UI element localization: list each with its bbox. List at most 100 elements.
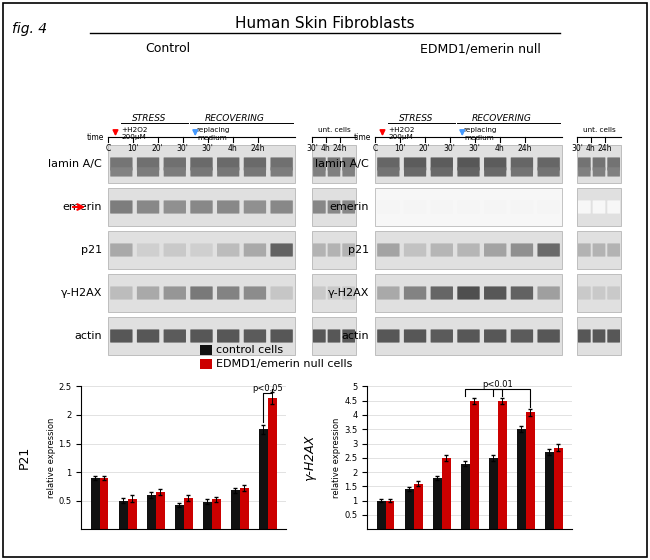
Text: control cells: control cells [216,345,283,355]
FancyBboxPatch shape [404,286,426,300]
Text: time: time [354,133,371,142]
Bar [90,478,99,529]
FancyBboxPatch shape [578,329,591,343]
FancyBboxPatch shape [270,286,293,300]
FancyBboxPatch shape [484,200,506,213]
FancyBboxPatch shape [313,329,326,343]
Bar [312,145,356,183]
Bar [147,495,155,529]
FancyBboxPatch shape [404,200,426,213]
Bar [375,145,562,183]
Text: unt. cells: unt. cells [318,127,350,133]
FancyBboxPatch shape [270,157,293,171]
Text: 4h: 4h [495,144,504,153]
FancyBboxPatch shape [137,286,159,300]
Text: lamin A/C: lamin A/C [48,159,102,169]
FancyBboxPatch shape [217,167,239,176]
FancyBboxPatch shape [343,157,355,171]
FancyBboxPatch shape [190,167,213,176]
Text: 20': 20' [419,144,431,153]
Text: actin: actin [341,331,369,341]
Text: 24h: 24h [250,144,265,153]
FancyBboxPatch shape [538,200,560,213]
Bar [404,489,413,529]
Text: γ-H2AX: γ-H2AX [60,288,102,298]
Bar [108,274,295,312]
Text: time: time [86,133,104,142]
FancyBboxPatch shape [430,244,453,256]
FancyBboxPatch shape [164,244,186,256]
FancyBboxPatch shape [190,200,213,213]
FancyBboxPatch shape [313,200,326,213]
Bar [118,501,127,529]
Text: p<0.01: p<0.01 [482,380,513,389]
Bar [108,145,295,183]
Bar [385,501,395,529]
Text: 4h: 4h [321,144,331,153]
FancyBboxPatch shape [607,244,620,256]
FancyBboxPatch shape [538,157,560,171]
Bar [312,231,356,269]
FancyBboxPatch shape [190,286,213,300]
FancyBboxPatch shape [484,157,506,171]
Bar [526,412,535,529]
Text: Human Skin Fibroblasts: Human Skin Fibroblasts [235,16,415,31]
Text: 30': 30' [571,144,583,153]
FancyBboxPatch shape [313,157,326,171]
Text: P21: P21 [18,446,31,469]
FancyBboxPatch shape [217,286,239,300]
FancyBboxPatch shape [593,244,605,256]
Text: 10': 10' [394,144,406,153]
Text: +H2O2
200μM: +H2O2 200μM [121,127,148,141]
Y-axis label: relative expression: relative expression [47,418,56,498]
Bar [413,483,423,529]
Bar [268,398,277,529]
FancyBboxPatch shape [343,329,355,343]
Text: Control: Control [146,42,190,55]
Bar [312,188,356,226]
Bar [212,500,220,529]
FancyBboxPatch shape [328,157,341,171]
Text: 24h: 24h [332,144,346,153]
Text: 30': 30' [177,144,188,153]
Bar [375,317,562,355]
FancyBboxPatch shape [3,3,647,557]
Text: p<0.05: p<0.05 [252,384,283,393]
FancyBboxPatch shape [217,329,239,343]
FancyBboxPatch shape [137,167,159,176]
FancyBboxPatch shape [137,329,159,343]
FancyBboxPatch shape [538,167,560,176]
Y-axis label: relative expression: relative expression [333,418,341,498]
Text: unt. cells: unt. cells [582,127,616,133]
FancyBboxPatch shape [431,167,453,176]
Bar [259,429,268,529]
Bar [175,505,184,529]
Text: actin: actin [74,331,102,341]
Text: C: C [105,144,110,153]
FancyBboxPatch shape [137,200,159,213]
Bar [240,488,249,529]
Text: 24h: 24h [517,144,532,153]
FancyBboxPatch shape [404,157,426,171]
FancyBboxPatch shape [164,329,186,343]
FancyBboxPatch shape [377,200,400,213]
FancyBboxPatch shape [578,157,591,171]
FancyBboxPatch shape [137,244,159,256]
FancyBboxPatch shape [164,286,186,300]
FancyBboxPatch shape [538,286,560,300]
FancyBboxPatch shape [164,167,186,176]
Text: emerin: emerin [62,202,102,212]
Bar [108,231,295,269]
FancyBboxPatch shape [430,286,453,300]
FancyBboxPatch shape [458,167,480,176]
FancyBboxPatch shape [511,167,533,176]
Text: 24h: 24h [597,144,612,153]
FancyBboxPatch shape [244,167,266,176]
Text: RECOVERING: RECOVERING [205,114,265,123]
Bar [545,452,554,529]
Text: p21: p21 [348,245,369,255]
Bar [312,317,356,355]
FancyBboxPatch shape [593,329,605,343]
Bar [127,499,136,529]
FancyBboxPatch shape [458,200,480,213]
